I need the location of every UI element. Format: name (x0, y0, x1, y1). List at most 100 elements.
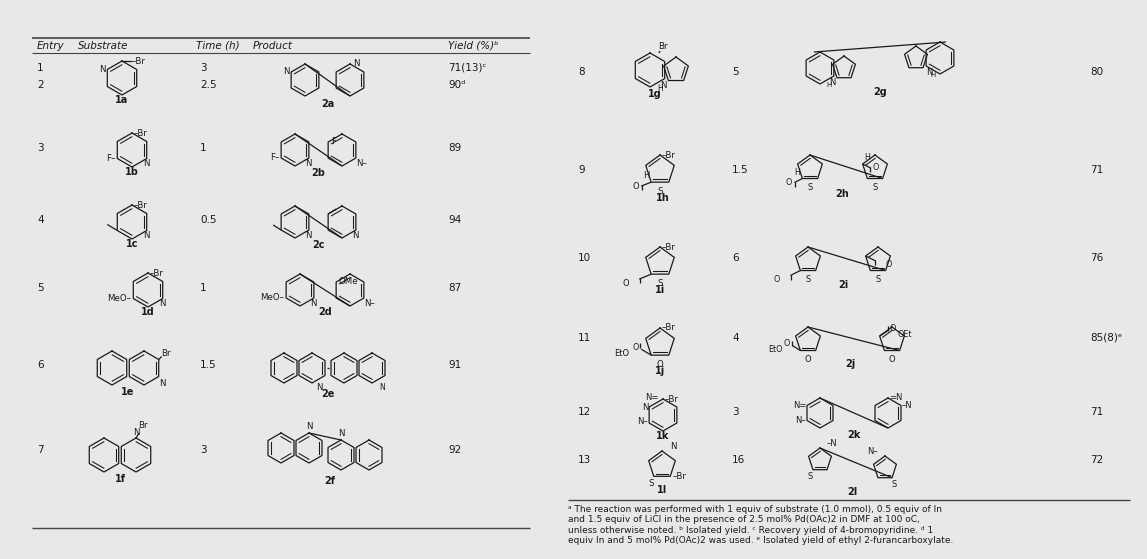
Text: S: S (657, 187, 663, 196)
Text: O: O (656, 360, 663, 369)
Text: O: O (890, 324, 896, 334)
Text: 1.5: 1.5 (200, 360, 217, 370)
Text: F–: F– (270, 154, 279, 163)
Text: 2i: 2i (837, 280, 848, 290)
Text: 1h: 1h (656, 193, 670, 203)
Text: 76: 76 (1090, 253, 1103, 263)
Text: N=: N= (646, 392, 660, 401)
Text: 3: 3 (732, 407, 739, 417)
Text: 4: 4 (37, 215, 44, 225)
Text: N: N (143, 231, 150, 240)
Text: 1k: 1k (656, 431, 670, 441)
Text: Substrate: Substrate (78, 41, 128, 51)
Text: 1i: 1i (655, 285, 665, 295)
Text: 2g: 2g (873, 87, 887, 97)
Text: N=: N= (793, 401, 806, 410)
Text: N: N (311, 299, 317, 308)
Text: 1e: 1e (122, 387, 134, 397)
Text: 5: 5 (732, 67, 739, 77)
Text: ᵃ The reaction was performed with 1 equiv of substrate (1.0 mmol), 0.5 equiv of : ᵃ The reaction was performed with 1 equi… (568, 505, 953, 545)
Text: N: N (829, 78, 836, 87)
Text: 2c: 2c (312, 240, 325, 250)
Text: 11: 11 (578, 333, 591, 343)
Text: N: N (282, 68, 289, 77)
Text: N: N (99, 65, 106, 74)
Text: 87: 87 (448, 283, 461, 293)
Text: S: S (805, 275, 811, 284)
Text: 4: 4 (732, 333, 739, 343)
Text: 12: 12 (578, 407, 591, 417)
Text: 1c: 1c (126, 239, 139, 249)
Text: 2.5: 2.5 (200, 80, 217, 90)
Text: O: O (785, 339, 790, 348)
Text: H: H (827, 82, 832, 88)
Text: MeO–: MeO– (108, 294, 131, 303)
Text: H: H (865, 153, 871, 162)
Text: S: S (648, 479, 654, 488)
Text: N–: N– (356, 159, 367, 168)
Text: –Br: –Br (132, 56, 146, 65)
Text: 1b: 1b (125, 167, 139, 177)
Text: N: N (926, 68, 933, 77)
Text: 71: 71 (1090, 407, 1103, 417)
Text: MeO–: MeO– (260, 293, 284, 302)
Text: N: N (158, 378, 165, 387)
Text: N–: N– (638, 418, 648, 427)
Text: N–: N– (795, 416, 806, 425)
Text: OEt: OEt (898, 330, 912, 339)
Text: 92: 92 (448, 445, 461, 455)
Text: 89: 89 (448, 143, 461, 153)
Text: –Br: –Br (672, 472, 686, 481)
Text: H: H (657, 84, 663, 93)
Text: EtO: EtO (614, 349, 630, 358)
Text: O: O (786, 178, 793, 187)
Text: –Br: –Br (134, 201, 148, 210)
Text: 7: 7 (37, 445, 44, 455)
Text: EtO: EtO (767, 345, 782, 354)
Text: N: N (305, 159, 312, 168)
Text: 2h: 2h (836, 189, 850, 199)
Text: Br: Br (138, 421, 148, 430)
Text: 2d: 2d (318, 307, 331, 317)
Text: F: F (331, 138, 336, 146)
Text: –Br: –Br (662, 324, 676, 333)
Text: O: O (633, 343, 639, 352)
Text: N: N (670, 442, 677, 451)
Text: 3: 3 (200, 63, 206, 73)
Text: 1.5: 1.5 (732, 165, 749, 175)
Text: N: N (380, 383, 385, 392)
Text: 72: 72 (1090, 455, 1103, 465)
Text: 94: 94 (448, 215, 461, 225)
Text: N–: N– (867, 447, 877, 456)
Text: 85(8)ᵉ: 85(8)ᵉ (1090, 333, 1122, 343)
Text: 1a: 1a (116, 95, 128, 105)
Text: O: O (889, 355, 896, 364)
Text: Entry: Entry (37, 41, 64, 51)
Text: 8: 8 (578, 67, 585, 77)
Text: =N: =N (889, 394, 903, 402)
Text: S: S (873, 183, 877, 192)
Text: O: O (774, 275, 780, 284)
Text: 1: 1 (37, 63, 44, 73)
Text: –N: –N (902, 401, 913, 410)
Text: –Br: –Br (134, 129, 148, 138)
Text: O: O (885, 260, 892, 269)
Text: Time (h): Time (h) (196, 41, 240, 51)
Text: 16: 16 (732, 455, 746, 465)
Text: O: O (873, 163, 879, 173)
Text: N: N (305, 231, 312, 240)
Text: 1l: 1l (657, 485, 668, 495)
Text: 9: 9 (578, 165, 585, 175)
Text: 2e: 2e (321, 389, 335, 399)
Text: 2a: 2a (321, 99, 334, 109)
Text: OMe: OMe (338, 277, 358, 287)
Text: S: S (657, 279, 663, 288)
Text: N: N (143, 159, 150, 168)
Text: 2f: 2f (325, 476, 336, 486)
Text: H: H (642, 171, 649, 180)
Text: S: S (875, 275, 881, 284)
Text: H: H (930, 72, 935, 78)
Text: N: N (159, 300, 166, 309)
Text: 1d: 1d (141, 307, 155, 317)
Text: N: N (661, 81, 668, 90)
